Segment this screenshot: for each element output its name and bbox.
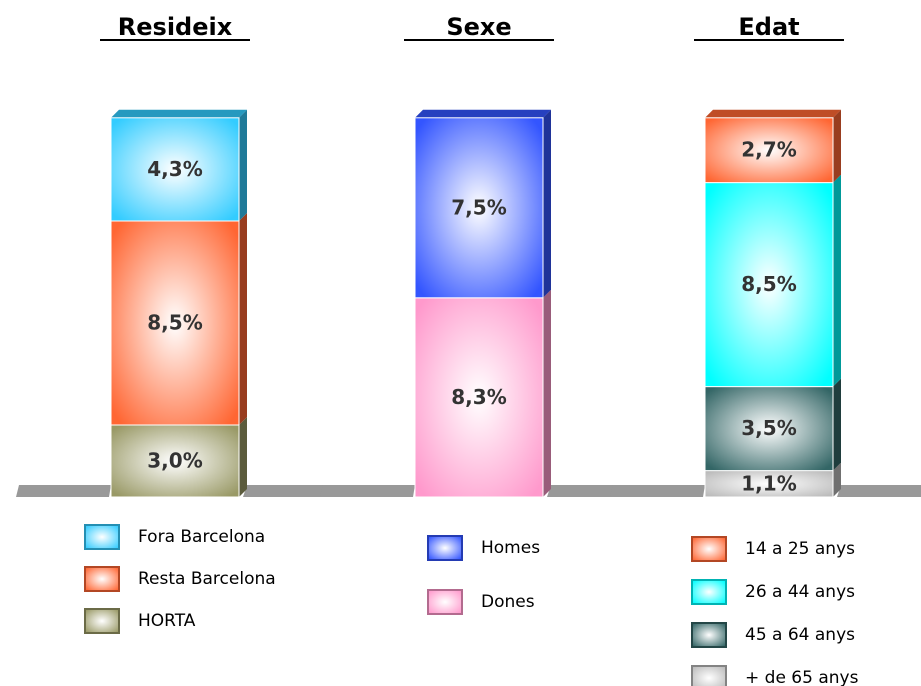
legend-label: HORTA	[138, 611, 196, 631]
bar-segment	[704, 117, 834, 184]
bar-segment	[704, 182, 834, 388]
floor	[243, 485, 339, 497]
bar-side	[833, 462, 841, 497]
legend-swatch	[691, 665, 727, 686]
legend-swatch	[84, 608, 120, 634]
floor	[320, 485, 415, 497]
legend-label: 14 a 25 anys	[745, 539, 855, 559]
legend-swatch	[427, 535, 463, 561]
bar-side	[543, 289, 551, 497]
bar-side	[833, 109, 841, 183]
bar-side	[239, 417, 247, 497]
legend-label: Fora Barcelona	[138, 527, 265, 547]
bar-segment	[110, 424, 240, 498]
value-label: 4,3%	[147, 157, 202, 181]
legend-label: Homes	[481, 538, 540, 558]
bar-top	[415, 109, 551, 118]
chart-title: Edat	[738, 13, 799, 41]
chart-title: Sexe	[446, 13, 511, 41]
legend-label: + de 65 anys	[745, 668, 859, 686]
legend-swatch	[691, 622, 727, 648]
bar-segment	[110, 220, 240, 426]
value-label: 3,0%	[147, 449, 202, 473]
value-label: 2,7%	[741, 138, 796, 162]
legend-label: Resta Barcelona	[138, 569, 276, 589]
legend-swatch	[427, 589, 463, 615]
value-label: 7,5%	[451, 195, 506, 219]
legend-label: 26 a 44 anys	[745, 582, 855, 602]
legend-label: Dones	[481, 592, 535, 612]
bar-side	[543, 109, 551, 298]
value-label: 8,5%	[147, 311, 202, 335]
bar-side	[239, 213, 247, 425]
bar-side	[833, 174, 841, 387]
bar-segment	[110, 117, 240, 222]
floor	[16, 485, 111, 497]
chart-title: Resideix	[118, 13, 233, 41]
floor	[837, 485, 921, 497]
floor	[610, 485, 705, 497]
bar-side	[239, 109, 247, 221]
legend-swatch	[84, 566, 120, 592]
legend-label: 45 a 64 anys	[745, 625, 855, 645]
bar-segment	[414, 117, 544, 299]
bar-side	[833, 378, 841, 471]
bar-top	[705, 109, 841, 118]
bar-top	[111, 109, 247, 118]
value-label: 3,5%	[741, 416, 796, 440]
value-label: 1,1%	[741, 471, 796, 495]
legend-swatch	[691, 579, 727, 605]
bar-segment	[414, 297, 544, 498]
value-label: 8,5%	[741, 272, 796, 296]
value-label: 8,3%	[451, 385, 506, 409]
legend-swatch	[691, 536, 727, 562]
legend-swatch	[84, 524, 120, 550]
